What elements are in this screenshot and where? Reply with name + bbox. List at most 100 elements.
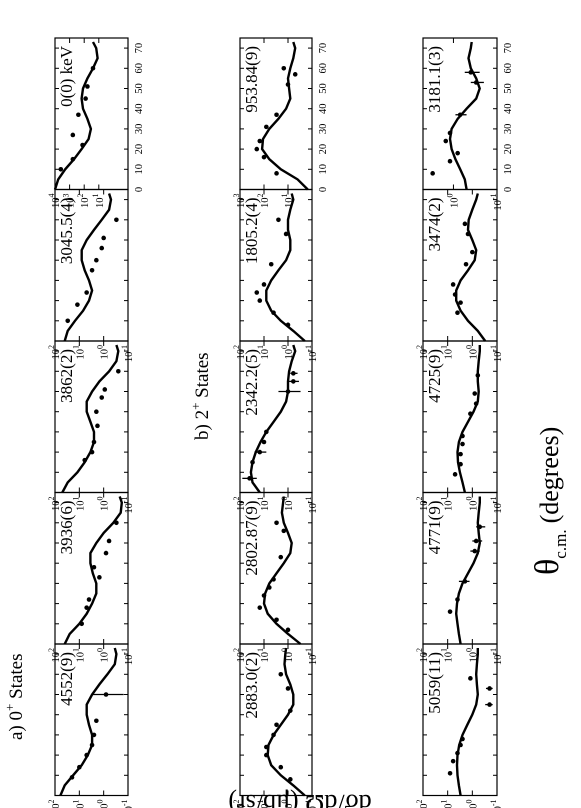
tick-base: 10 bbox=[75, 501, 86, 512]
log-tick-label: 102 bbox=[232, 345, 247, 360]
state-label: 4725(9) bbox=[425, 349, 444, 403]
log-tick-label: 100 bbox=[464, 497, 479, 512]
tick-exp: -1 bbox=[120, 345, 129, 352]
angle-tick-label: 20 bbox=[134, 144, 145, 155]
x-axis-title: θc.m. (degrees) bbox=[529, 427, 570, 575]
log-tick-label: 10-1 bbox=[120, 800, 135, 808]
tick-base: 10 bbox=[75, 804, 86, 808]
data-point bbox=[281, 66, 287, 71]
data-point bbox=[473, 80, 479, 85]
state-label-group: 4552(9) bbox=[57, 652, 76, 706]
log-tick-label: 100 bbox=[280, 345, 295, 360]
data-point bbox=[291, 379, 296, 384]
x-axis-title-symbol: θ bbox=[529, 559, 566, 575]
tick-exp: -1 bbox=[489, 497, 498, 504]
x-axis-title-group: θc.m. (degrees) bbox=[529, 427, 570, 575]
log-tick-label-group: 102 bbox=[47, 497, 62, 512]
log-tick-label-group: 102 bbox=[47, 345, 62, 360]
state-label-group: 1805.2(4) bbox=[242, 198, 261, 265]
data-point bbox=[447, 158, 453, 164]
data-point bbox=[77, 764, 82, 770]
angle-tick-label-group: 30 bbox=[318, 124, 329, 135]
tick-exp: 2 bbox=[76, 194, 85, 198]
log-tick-label-group: 100 bbox=[96, 800, 111, 808]
tick-exp: 2 bbox=[415, 800, 424, 804]
tick-exp: -1 bbox=[489, 648, 498, 655]
angle-tick-label: 50 bbox=[318, 83, 329, 94]
log-tick-label: 101 bbox=[440, 648, 455, 663]
log-tick-label: 102 bbox=[47, 497, 62, 512]
data-point bbox=[99, 395, 105, 400]
data-point bbox=[97, 575, 102, 580]
state-label: 2342.2(5) bbox=[242, 349, 261, 416]
data-point bbox=[458, 742, 463, 748]
tick-base: 10 bbox=[419, 652, 430, 663]
log-tick-label: 102 bbox=[232, 800, 247, 808]
tick-exp: 0 bbox=[96, 497, 105, 501]
state-label-group: 3474(2) bbox=[425, 198, 444, 252]
angle-tick-label-group: 0 bbox=[503, 187, 514, 192]
tick-base: 10 bbox=[260, 349, 271, 360]
data-point bbox=[452, 292, 458, 297]
log-tick-label-group: 100 bbox=[464, 648, 479, 663]
log-tick-label-group: 101 bbox=[440, 497, 455, 512]
log-tick-label: 102 bbox=[256, 194, 271, 209]
log-tick-label: 10-1 bbox=[489, 800, 504, 808]
log-tick-label-group: 100 bbox=[464, 345, 479, 360]
group-heading-text: b) 2+ States bbox=[188, 352, 213, 440]
angle-tick-label-group: 50 bbox=[503, 83, 514, 94]
data-point bbox=[264, 429, 269, 435]
tick-base: 10 bbox=[468, 652, 479, 663]
log-tick-label: 100 bbox=[280, 648, 295, 663]
tick-exp: 0 bbox=[464, 497, 473, 501]
angle-tick-label: 60 bbox=[503, 63, 514, 74]
log-tick-label: 101 bbox=[280, 194, 295, 209]
data-point bbox=[257, 449, 263, 455]
data-point bbox=[477, 524, 483, 530]
log-tick-label: 10-1 bbox=[489, 497, 504, 514]
data-point bbox=[271, 310, 276, 316]
log-tick-label-group: 102 bbox=[47, 800, 62, 808]
log-tick-label: 102 bbox=[415, 648, 430, 663]
log-tick-label: 100 bbox=[280, 800, 295, 808]
tick-exp: 0 bbox=[464, 345, 473, 349]
data-point bbox=[487, 686, 492, 691]
tick-base: 10 bbox=[444, 349, 455, 360]
log-tick-label: 10-1 bbox=[120, 345, 135, 362]
log-tick-label: 102 bbox=[47, 345, 62, 360]
log-tick-label: 101 bbox=[440, 497, 455, 512]
data-point bbox=[89, 268, 95, 273]
model-curve bbox=[59, 647, 118, 796]
log-tick-label: 100 bbox=[464, 648, 479, 663]
angle-tick-label: 40 bbox=[503, 103, 514, 114]
state-label: 3862(2) bbox=[57, 349, 76, 403]
data-point bbox=[85, 84, 90, 89]
tick-exp: 1 bbox=[440, 800, 449, 804]
log-tick-label: 101 bbox=[71, 345, 86, 360]
angle-tick-label-group: 0 bbox=[318, 187, 329, 192]
log-tick-label-group: 101 bbox=[256, 497, 271, 512]
state-label: 953.84(9) bbox=[242, 46, 261, 113]
tick-base: 10 bbox=[100, 804, 111, 808]
log-tick-label-group: 101 bbox=[71, 497, 86, 512]
log-tick-label: 10-1 bbox=[489, 345, 504, 362]
angle-tick-label-group: 30 bbox=[503, 124, 514, 135]
log-tick-label-group: 103 bbox=[62, 194, 77, 209]
state-label: 4771(9) bbox=[425, 501, 444, 555]
data-point bbox=[247, 476, 252, 481]
tick-exp: -1 bbox=[489, 800, 498, 807]
log-tick-label-group: 10-1 bbox=[489, 648, 504, 665]
data-point bbox=[285, 627, 291, 633]
data-point bbox=[465, 231, 471, 237]
log-tick-label: 101 bbox=[256, 497, 271, 512]
state-label-group: 5059(11) bbox=[425, 652, 444, 714]
log-tick-label: 102 bbox=[415, 345, 430, 360]
data-point bbox=[458, 451, 463, 457]
